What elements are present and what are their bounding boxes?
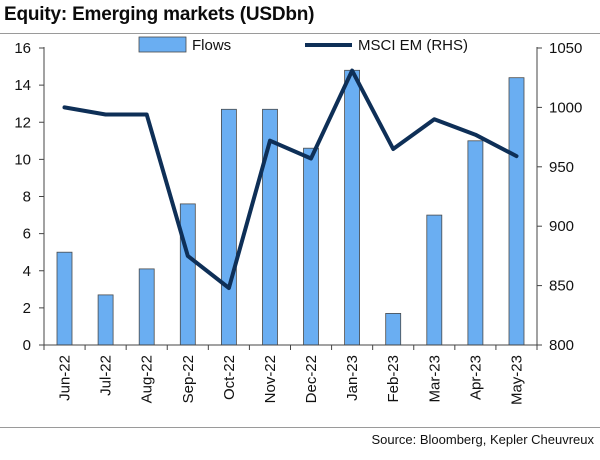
right-tick-label: 800 bbox=[549, 337, 574, 354]
x-tick-label-oct-22: Oct-22 bbox=[221, 355, 238, 400]
chart-svg: 0 2 4 6 8 10 12 14 16 800 850 900 950 1000 1050 Jun-22 J… bbox=[14, 36, 582, 405]
axes: 0 2 4 6 8 10 12 14 16 800 850 900 950 1000 1050 Jun-22 J… bbox=[14, 40, 582, 405]
flows-bar-oct-22 bbox=[220, 108, 237, 346]
right-tick-label: 950 bbox=[549, 159, 574, 176]
legend: Flows MSCI EM (RHS) bbox=[138, 36, 468, 54]
flows-bar-feb-23 bbox=[385, 312, 402, 346]
title-divider bbox=[0, 33, 600, 34]
flows-bar-mar-23 bbox=[426, 214, 443, 346]
legend-msci-label: MSCI EM (RHS) bbox=[358, 37, 468, 54]
x-tick-label-apr-23: Apr-23 bbox=[467, 355, 484, 400]
left-tick-label: 10 bbox=[14, 151, 31, 168]
flows-bar-apr-23 bbox=[467, 140, 484, 346]
msci-em-line bbox=[62, 68, 519, 290]
legend-flows-swatch bbox=[138, 36, 187, 53]
left-tick-label: 16 bbox=[14, 40, 31, 57]
left-tick-label: 8 bbox=[23, 189, 31, 206]
source-note: Source: Bloomberg, Kepler Cheuvreux bbox=[371, 432, 594, 447]
right-tick-label: 850 bbox=[549, 278, 574, 295]
flows-bars bbox=[56, 69, 525, 346]
flows-bar-dec-22 bbox=[303, 147, 319, 346]
flows-bar-jun-22 bbox=[56, 251, 73, 346]
x-tick-label-aug-22: Aug-22 bbox=[139, 355, 156, 403]
left-tick-label: 0 bbox=[23, 337, 31, 354]
x-tick-label-jul-22: Jul-22 bbox=[98, 355, 115, 396]
x-tick-label-jan-23: Jan-23 bbox=[344, 355, 361, 401]
msci-line-layer bbox=[62, 68, 519, 290]
source-divider bbox=[0, 427, 600, 428]
left-tick-label: 14 bbox=[14, 77, 31, 94]
chart-title: Equity: Emerging markets (USDbn) bbox=[4, 4, 315, 25]
left-tick-label: 6 bbox=[23, 226, 31, 243]
left-tick-label: 2 bbox=[23, 300, 31, 317]
right-tick-label: 900 bbox=[549, 218, 574, 235]
flows-bar-aug-22 bbox=[138, 268, 155, 346]
right-tick-label: 1000 bbox=[549, 99, 582, 116]
x-tick-label-nov-22: Nov-22 bbox=[262, 355, 279, 403]
x-tick-label-dec-22: Dec-22 bbox=[303, 355, 320, 403]
flows-bar-may-23 bbox=[508, 77, 525, 346]
right-tick-label: 1050 bbox=[549, 40, 582, 57]
left-tick-label: 4 bbox=[23, 263, 31, 280]
x-tick-label-jun-22: Jun-22 bbox=[57, 355, 74, 401]
x-tick-label-may-23: May-23 bbox=[509, 355, 526, 405]
x-tick-label-sep-22: Sep-22 bbox=[180, 355, 197, 403]
flows-bar-sep-22 bbox=[179, 203, 196, 346]
x-tick-label-feb-23: Feb-23 bbox=[385, 355, 402, 403]
left-tick-label: 12 bbox=[14, 114, 31, 131]
flows-bar-jan-23 bbox=[344, 69, 361, 346]
x-tick-label-mar-23: Mar-23 bbox=[426, 355, 443, 403]
legend-flows-label: Flows bbox=[192, 37, 231, 54]
flows-bar-jul-22 bbox=[97, 294, 114, 346]
